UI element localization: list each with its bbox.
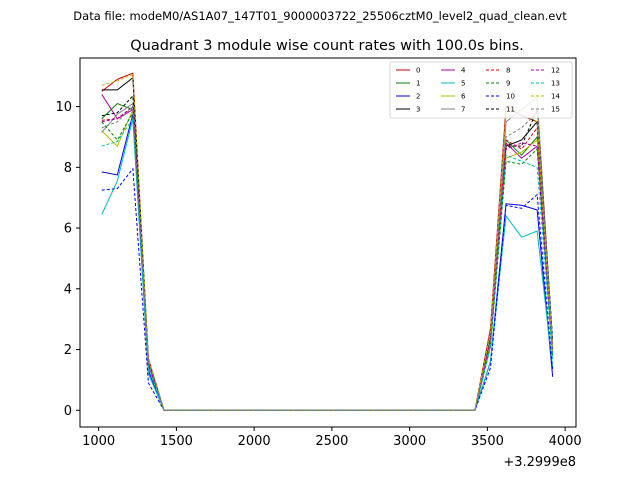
legend-label-14: 14: [551, 93, 560, 101]
legend-label-15: 15: [551, 106, 560, 114]
legend-label-3: 3: [416, 106, 420, 114]
legend-label-10: 10: [506, 93, 515, 101]
legend-label-13: 13: [551, 80, 560, 88]
legend-label-11: 11: [506, 106, 515, 114]
legend-box: [389, 61, 573, 119]
x-tick-label: 2500: [315, 434, 348, 449]
legend-label-0: 0: [416, 67, 420, 75]
legend-label-8: 8: [506, 67, 510, 75]
legend-label-9: 9: [506, 80, 510, 88]
series-line-10: [101, 167, 554, 411]
x-axis: 1000 1500 2000 2500 3000 3500 4000: [82, 427, 582, 449]
chart-title: Quadrant 3 module wise count rates with …: [130, 38, 524, 54]
legend-label-7: 7: [461, 106, 465, 114]
x-offset-label: +3.2999e8: [503, 455, 576, 470]
series-line-0: [101, 72, 554, 411]
series-line-15: [101, 105, 554, 411]
legend-label-12: 12: [551, 67, 560, 75]
series-layer: [101, 72, 554, 411]
legend-label-5: 5: [461, 80, 465, 88]
legend-label-2: 2: [416, 93, 420, 101]
x-tick-label: 3500: [471, 434, 504, 449]
y-axis: 0 2 4 6 8 10: [55, 100, 80, 419]
legend-label-4: 4: [461, 67, 466, 75]
y-tick-label: 2: [64, 343, 72, 358]
y-tick-label: 6: [64, 222, 72, 237]
x-tick-label: 3000: [393, 434, 426, 449]
plot-frame: [79, 57, 577, 428]
x-tick-label: 1500: [160, 434, 193, 449]
y-tick-label: 4: [64, 282, 72, 297]
y-tick-label: 0: [64, 404, 72, 419]
suptitle: Data file: modeM0/AS1A07_147T01_90000037…: [73, 9, 567, 23]
legend-label-1: 1: [416, 80, 420, 88]
series-line-14: [101, 73, 554, 411]
legend-label-6: 6: [461, 93, 466, 101]
x-tick-label: 2000: [238, 434, 271, 449]
y-tick-label: 10: [55, 100, 72, 115]
x-tick-label: 4000: [549, 434, 582, 449]
y-tick-label: 8: [64, 161, 72, 176]
x-tick-label: 1000: [82, 434, 115, 449]
